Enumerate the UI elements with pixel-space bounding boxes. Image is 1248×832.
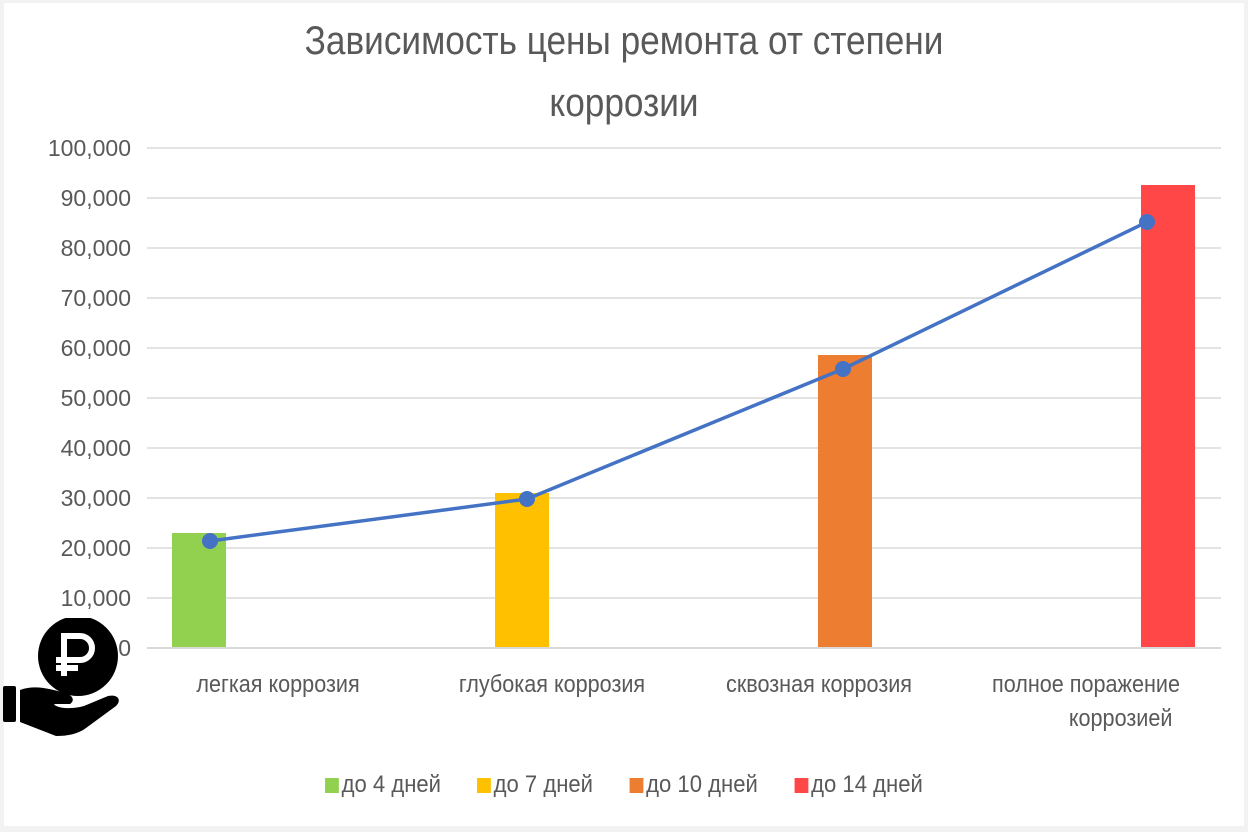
trend-marker — [202, 533, 218, 549]
y-tick: 80,000 — [60, 235, 131, 261]
bar-light-corrosion — [172, 533, 226, 648]
legend: до 4 дней до 7 дней до 10 дней до 14 дне… — [0, 771, 1248, 799]
gridline — [147, 547, 1221, 549]
gridline — [147, 497, 1221, 499]
chart-title-line-2: коррозии — [549, 81, 699, 125]
bar-through-corrosion — [818, 355, 872, 648]
y-tick: 100,000 — [47, 135, 131, 161]
y-tick: 50,000 — [60, 385, 131, 411]
gridline — [147, 347, 1221, 349]
x-label: сквозная коррозия — [726, 671, 912, 698]
legend-swatch-icon — [324, 777, 339, 793]
bar-full-corrosion — [1141, 185, 1195, 648]
gridline — [147, 147, 1221, 149]
gridline — [147, 197, 1221, 199]
x-axis-line — [147, 647, 1221, 649]
y-tick: 90,000 — [60, 185, 131, 211]
gridline — [147, 447, 1221, 449]
y-tick: 10,000 — [60, 585, 131, 611]
y-tick: 30,000 — [60, 485, 131, 511]
x-label: полное поражение коррозией — [991, 671, 1180, 732]
legend-item: до 10 дней — [629, 771, 757, 799]
gridline — [147, 297, 1221, 299]
ruble-coin-in-hand-icon — [3, 618, 119, 736]
chart-title: Зависимость цены ремонта от степени корр… — [75, 10, 1173, 134]
legend-item: до 7 дней — [476, 771, 593, 799]
y-tick: 40,000 — [60, 435, 131, 461]
y-tick: 20,000 — [60, 535, 131, 561]
gridline — [147, 397, 1221, 399]
chart-area — [4, 3, 1244, 826]
y-tick: 0 — [118, 635, 131, 661]
legend-swatch-icon — [476, 777, 491, 793]
trend-marker — [835, 361, 851, 377]
bar-deep-corrosion — [495, 493, 549, 648]
y-tick: 60,000 — [60, 335, 131, 361]
y-tick: 70,000 — [60, 285, 131, 311]
trend-marker — [519, 491, 535, 507]
x-label: глубокая коррозия — [458, 671, 646, 698]
gridline — [147, 247, 1221, 249]
legend-swatch-icon — [629, 777, 644, 793]
legend-swatch-icon — [794, 777, 809, 793]
legend-item: до 14 дней — [794, 771, 923, 799]
gridline — [147, 597, 1221, 599]
x-label: легкая коррозия — [196, 671, 360, 698]
chart-title-line-1: Зависимость цены ремонта от степени — [304, 19, 944, 63]
legend-item: до 4 дней — [324, 771, 441, 799]
trend-marker — [1139, 214, 1155, 230]
